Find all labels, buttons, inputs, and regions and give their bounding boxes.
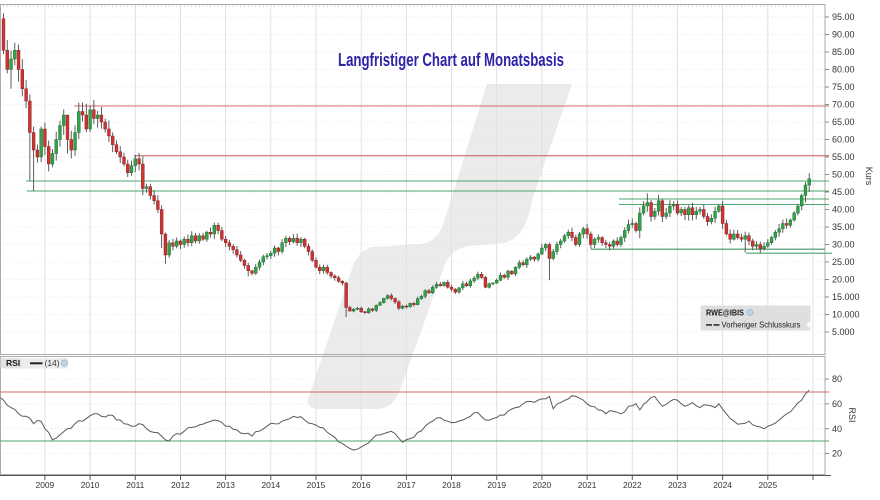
svg-text:RWE@IBIS: RWE@IBIS xyxy=(706,308,744,318)
svg-text:35.00: 35.00 xyxy=(832,222,855,232)
svg-text:95.00: 95.00 xyxy=(832,12,855,22)
svg-text:65.00: 65.00 xyxy=(832,117,855,127)
svg-text:2009: 2009 xyxy=(36,480,55,490)
svg-text:80: 80 xyxy=(832,374,842,384)
svg-text:10.000: 10.000 xyxy=(832,310,860,320)
svg-text:RSI: RSI xyxy=(847,407,857,422)
svg-text:2024: 2024 xyxy=(713,480,732,490)
svg-text:2017: 2017 xyxy=(397,480,416,490)
svg-text:60.00: 60.00 xyxy=(832,135,855,145)
svg-text:RSI: RSI xyxy=(6,358,20,368)
svg-text:2023: 2023 xyxy=(668,480,687,490)
svg-text:2025: 2025 xyxy=(758,480,777,490)
svg-text:85.00: 85.00 xyxy=(832,47,855,57)
svg-text:2013: 2013 xyxy=(216,480,235,490)
svg-text:20: 20 xyxy=(832,449,842,459)
svg-text:2019: 2019 xyxy=(487,480,506,490)
svg-text:25.00: 25.00 xyxy=(832,257,855,267)
svg-text:75.00: 75.00 xyxy=(832,82,855,92)
svg-text:30.00: 30.00 xyxy=(832,240,855,250)
svg-text:2015: 2015 xyxy=(307,480,326,490)
svg-text:60: 60 xyxy=(832,399,842,409)
svg-text:2020: 2020 xyxy=(533,480,552,490)
svg-text:2018: 2018 xyxy=(442,480,461,490)
svg-text:90.00: 90.00 xyxy=(832,30,855,40)
svg-text:55.00: 55.00 xyxy=(832,152,855,162)
svg-text:2022: 2022 xyxy=(623,480,642,490)
svg-text:Kurs: Kurs xyxy=(864,167,874,186)
svg-text:20.00: 20.00 xyxy=(832,275,855,285)
svg-text:Vorheriger Schlusskurs: Vorheriger Schlusskurs xyxy=(722,320,801,330)
svg-text:2021: 2021 xyxy=(578,480,597,490)
svg-text:50.00: 50.00 xyxy=(832,170,855,180)
svg-text:15.000: 15.000 xyxy=(832,292,860,302)
svg-text:5.000: 5.000 xyxy=(832,327,855,337)
svg-text:(14): (14) xyxy=(45,358,60,368)
svg-text:80.00: 80.00 xyxy=(832,65,855,75)
svg-text:2011: 2011 xyxy=(126,480,144,490)
svg-text:2016: 2016 xyxy=(352,480,371,490)
svg-text:2014: 2014 xyxy=(261,480,280,490)
svg-text:2012: 2012 xyxy=(171,480,190,490)
svg-text:40.00: 40.00 xyxy=(832,205,855,215)
svg-text:45.00: 45.00 xyxy=(832,187,855,197)
svg-text:70.00: 70.00 xyxy=(832,100,855,110)
svg-text:40: 40 xyxy=(832,424,842,434)
svg-text:2010: 2010 xyxy=(81,480,100,490)
svg-text:Langfristiger Chart auf Monats: Langfristiger Chart auf Monatsbasis xyxy=(338,50,564,70)
